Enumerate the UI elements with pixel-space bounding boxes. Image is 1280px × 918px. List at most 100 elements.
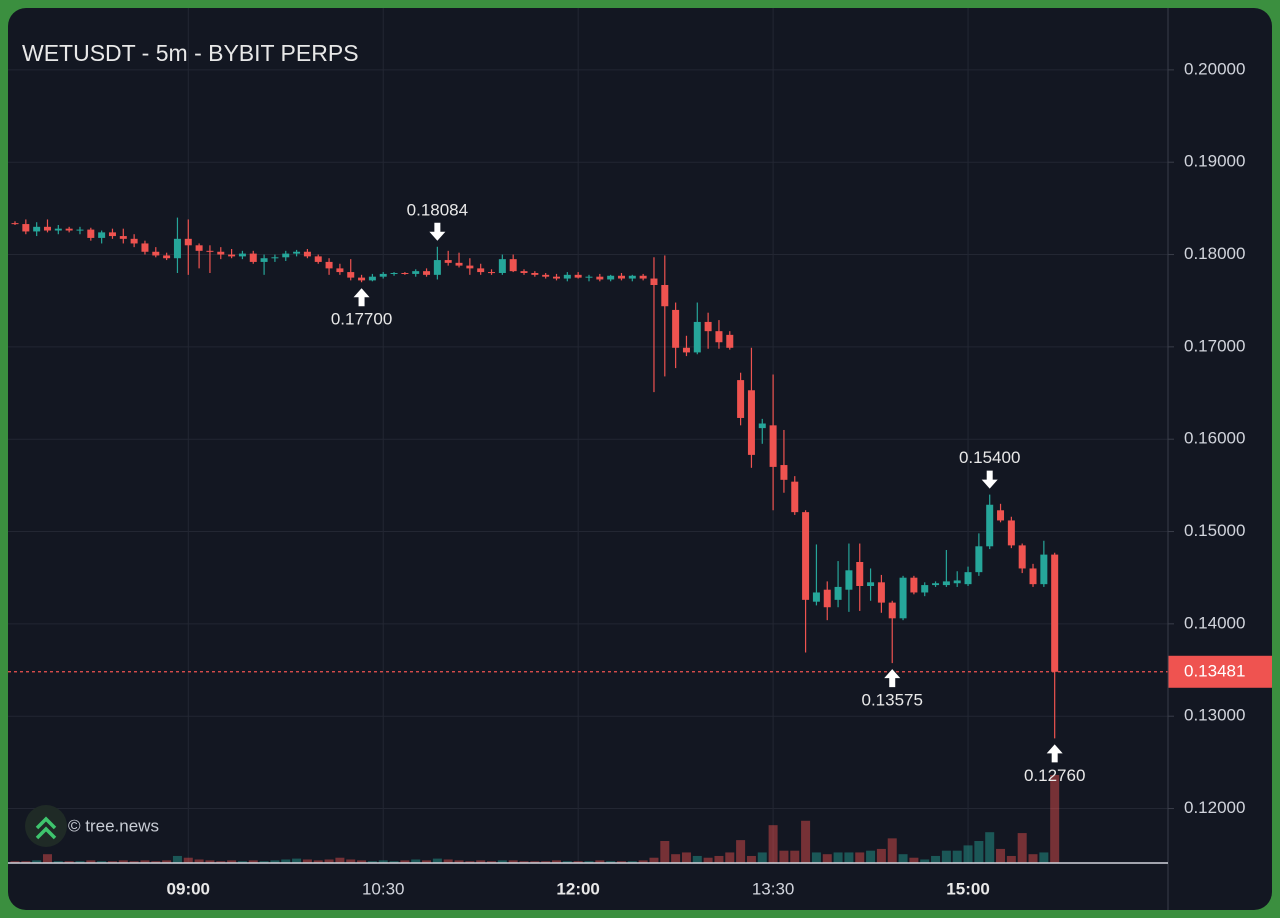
volume-bar xyxy=(346,859,356,863)
volume-bar xyxy=(985,832,995,863)
candle-body xyxy=(108,232,116,237)
last-price-box xyxy=(1168,655,1272,688)
volume-bar xyxy=(757,852,767,863)
candle-body xyxy=(217,251,225,255)
volume-bar xyxy=(898,854,908,863)
candle-body xyxy=(43,226,51,231)
volume-bar xyxy=(681,852,691,863)
volume-bar xyxy=(855,852,865,863)
candle-body xyxy=(975,546,983,573)
volume-bar xyxy=(660,841,670,863)
volume-bar xyxy=(10,861,20,863)
annotation-label: 0.18084 xyxy=(407,200,468,219)
watermark: © tree.news xyxy=(68,816,159,835)
candle-body xyxy=(119,236,127,239)
volume-bar xyxy=(876,848,886,863)
annotation-arrow xyxy=(353,288,370,307)
candle-body xyxy=(845,570,853,590)
candle-body xyxy=(87,229,95,238)
candle-body xyxy=(910,577,918,593)
volume-bar xyxy=(183,857,193,863)
candle-body xyxy=(152,251,160,256)
candle-body xyxy=(585,276,593,278)
volume-bar xyxy=(281,859,291,863)
candle-body xyxy=(542,274,550,277)
volume-bar xyxy=(42,854,52,863)
annotation-label: 0.15400 xyxy=(959,448,1020,467)
candle-body xyxy=(661,284,669,307)
volume-bar xyxy=(454,860,464,863)
volume-bar xyxy=(562,861,572,863)
volume-bar xyxy=(996,848,1006,863)
candle-body xyxy=(650,278,658,285)
volume-bar xyxy=(573,861,583,863)
volume-bar xyxy=(552,860,561,863)
candles xyxy=(11,217,1059,739)
annotation-arrow xyxy=(981,470,998,489)
candle-body xyxy=(1029,568,1037,585)
candle-body xyxy=(737,380,745,418)
candle-body xyxy=(672,309,680,348)
volume-bar xyxy=(32,860,42,863)
volume-bar xyxy=(638,860,648,863)
candle-body xyxy=(932,583,940,586)
volume-bar xyxy=(432,858,442,863)
volume-bar xyxy=(811,852,821,863)
volume-bar xyxy=(584,861,594,863)
candle-body xyxy=(455,262,463,266)
volume-bar xyxy=(974,841,984,863)
candle-body xyxy=(780,465,788,480)
volume-bar xyxy=(194,859,204,863)
candle-body xyxy=(1018,545,1026,569)
candle-body xyxy=(358,277,366,281)
volume-bar xyxy=(779,850,789,863)
volume-bar xyxy=(725,852,735,863)
annotation-label: 0.13575 xyxy=(862,691,923,710)
volume-bar xyxy=(97,861,107,863)
chart: 0.13481 0.18084 0.17700 0.13575 0.15400 0.127… xyxy=(8,8,1272,910)
candle-body xyxy=(195,245,203,251)
volume-bar xyxy=(746,855,756,863)
candle-body xyxy=(433,260,441,275)
volume-bar xyxy=(389,861,399,863)
volume-bar xyxy=(151,861,161,863)
candle-body xyxy=(130,238,138,244)
candle-body xyxy=(347,272,355,278)
candle-body xyxy=(791,481,799,513)
candle-body xyxy=(812,592,820,602)
candle-body xyxy=(607,275,615,280)
candle-body xyxy=(942,581,950,586)
candle-body xyxy=(54,228,62,231)
volume-bar xyxy=(21,861,31,863)
candle-body xyxy=(98,232,106,238)
candle-body xyxy=(531,272,539,275)
x-tick-label: 13:30 xyxy=(752,879,795,898)
candle-body xyxy=(423,271,431,275)
volume-bar xyxy=(736,840,746,863)
candle-body xyxy=(466,265,474,269)
candle-body xyxy=(997,510,1005,521)
volume-bar xyxy=(671,854,681,863)
candle-body xyxy=(228,254,236,257)
grid xyxy=(8,8,1168,863)
volume-bar xyxy=(508,860,518,863)
volume-bar xyxy=(140,860,150,863)
volume-bar xyxy=(476,860,486,863)
overlay: 0.13481 0.18084 0.17700 0.13575 0.15400 0.127… xyxy=(8,200,1272,785)
volume-bar xyxy=(400,860,410,863)
volume-bar xyxy=(465,861,475,863)
candle-body xyxy=(574,274,582,278)
candle-body xyxy=(184,238,192,246)
candle-body xyxy=(33,226,41,232)
volume-bar xyxy=(692,855,702,863)
volume-bar xyxy=(118,860,128,863)
candle-body xyxy=(498,259,506,273)
y-tick-label: 0.17000 xyxy=(1184,336,1245,355)
volume-bar xyxy=(941,850,951,863)
volume-bar xyxy=(801,820,811,863)
annotation-arrow xyxy=(1046,744,1063,763)
volume-bar xyxy=(616,861,626,863)
annotation-arrow xyxy=(429,222,446,241)
volume-bar xyxy=(357,860,367,863)
